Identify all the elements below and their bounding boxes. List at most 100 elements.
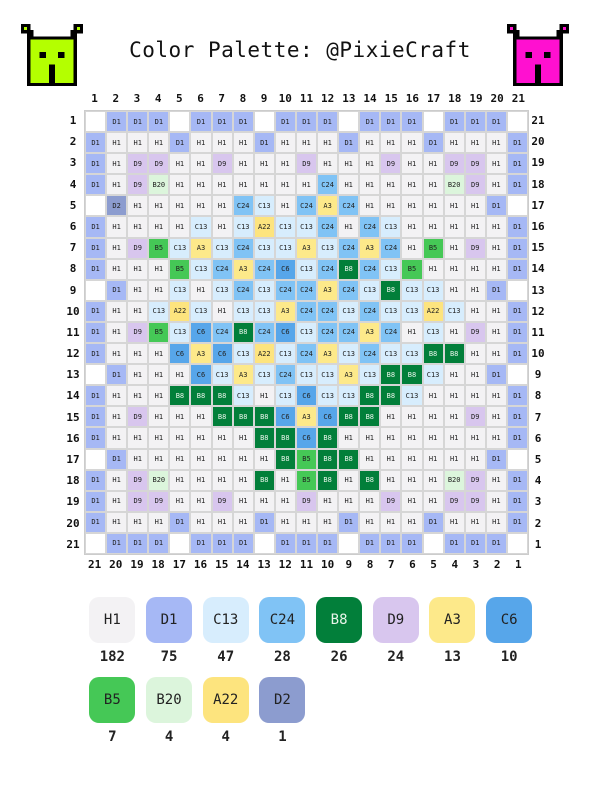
grid-cell: H1	[211, 300, 233, 322]
grid-cell: D1	[127, 532, 149, 554]
grid-cell: B8	[211, 406, 233, 428]
grid-cell: B20	[148, 174, 170, 196]
column-number: 15	[384, 92, 398, 105]
grid-cell: H1	[464, 216, 486, 238]
grid-cell: H1	[401, 216, 423, 238]
grid-cell: C13	[253, 195, 275, 217]
color-count: 26	[330, 649, 348, 665]
grid-cell: D1	[190, 532, 212, 554]
grid-cell: D1	[506, 469, 528, 491]
grid-cell: H1	[169, 174, 191, 196]
grid-cell	[506, 364, 528, 386]
grid-cell: C24	[211, 321, 233, 344]
grid-cell: H1	[190, 153, 212, 175]
grid-cell: A3	[295, 237, 318, 259]
grid-cell: C13	[422, 279, 444, 301]
grid-cell: B8	[359, 406, 381, 428]
row-number: 10	[531, 347, 545, 361]
grid-cell: H1	[422, 427, 444, 449]
grid-cell: H1	[106, 427, 128, 449]
grid-cell: H1	[274, 195, 296, 217]
grid-cell	[422, 111, 444, 133]
grid-cell: H1	[380, 174, 402, 196]
row-number: 13	[531, 283, 545, 297]
grid-cell: D1	[506, 237, 528, 259]
column-number: 7	[387, 558, 395, 571]
grid-cell: H1	[106, 132, 128, 154]
row-number: 17	[66, 453, 80, 466]
grid-cell: D1	[317, 532, 339, 554]
row-number: 2	[534, 516, 542, 530]
grid-cell: H1	[443, 321, 465, 344]
row-number: 11	[531, 325, 545, 339]
grid-cell: C13	[253, 300, 275, 322]
grid-cell: H1	[295, 511, 318, 533]
grid-cell: H1	[274, 469, 296, 491]
grid-cell: H1	[190, 406, 212, 428]
page-title: Color Palette: @PixieCraft	[129, 38, 471, 62]
grid-cell: H1	[422, 448, 444, 470]
color-count: 182	[99, 649, 125, 665]
grid-cell: B20	[443, 174, 465, 196]
grid-cell: C24	[317, 258, 339, 280]
row-number: 12	[66, 347, 80, 361]
grid-cell: A22	[253, 216, 275, 238]
grid-cell: B8	[380, 364, 402, 386]
grid-cell: D1	[338, 132, 360, 154]
grid-cell: H1	[211, 427, 233, 449]
grid-cell: H1	[148, 195, 170, 217]
grid-cell: C24	[359, 300, 381, 322]
grid-cell: C13	[274, 237, 296, 259]
grid-cell: H1	[401, 511, 423, 533]
grid-cell: H1	[211, 195, 233, 217]
grid-cell: H1	[169, 195, 191, 217]
column-number: 15	[215, 558, 229, 571]
row-number: 14	[66, 389, 80, 403]
grid-cell: H1	[443, 195, 465, 217]
grid-cell: D1	[422, 132, 444, 154]
color-swatch: H1	[89, 597, 136, 643]
grid-cell: C13	[401, 343, 423, 365]
row-numbers-left: 1 2 3 4 5 6 7 8 9 10 11 12 13 14 15 16 17 18 19 20 21	[63, 110, 83, 555]
grid-cell: D1	[232, 111, 254, 133]
grid-cell: C13	[295, 216, 318, 238]
column-number: 17	[426, 92, 441, 105]
grid-cell: H1	[211, 216, 233, 238]
grid-cell: D1	[106, 532, 128, 554]
grid-cell: C13	[422, 364, 444, 386]
grid-cell: D1	[506, 427, 528, 449]
legend-item: D2 1	[254, 677, 311, 745]
grid-cell	[85, 532, 107, 554]
grid-cell: H1	[464, 132, 486, 154]
grid-cell: D9	[464, 153, 486, 175]
grid-cell: H1	[106, 174, 128, 196]
grid-cell: B8	[190, 385, 212, 407]
grid-cell: D1	[169, 511, 191, 533]
grid-cell: C24	[295, 195, 318, 217]
grid-cell: H1	[106, 321, 128, 344]
grid-cell: H1	[422, 216, 444, 238]
grid-cell: H1	[485, 132, 507, 154]
grid-cell: H1	[422, 174, 444, 196]
grid-cell: B5	[401, 258, 423, 280]
grid-cell	[85, 448, 107, 470]
grid-cell: H1	[232, 511, 254, 533]
grid-cell: H1	[148, 511, 170, 533]
row-number: 8	[69, 262, 77, 276]
grid-cell: H1	[401, 195, 423, 217]
grid-cell: H1	[422, 490, 444, 512]
legend-item: B5 7	[84, 677, 141, 745]
grid-cell: B8	[253, 469, 275, 491]
grid-cell: D9	[464, 174, 486, 196]
grid-cell: H1	[127, 216, 149, 238]
grid-cell: H1	[127, 132, 149, 154]
color-swatch: A22	[202, 677, 249, 723]
grid-cell	[169, 532, 191, 554]
color-count: 75	[160, 649, 178, 665]
grid-cell: H1	[190, 490, 212, 512]
grid-cell: H1	[380, 448, 402, 470]
grid-cell: H1	[274, 511, 296, 533]
grid-cell: H1	[443, 216, 465, 238]
grid-cell: D1	[295, 532, 318, 554]
grid-cell: C24	[359, 216, 381, 238]
